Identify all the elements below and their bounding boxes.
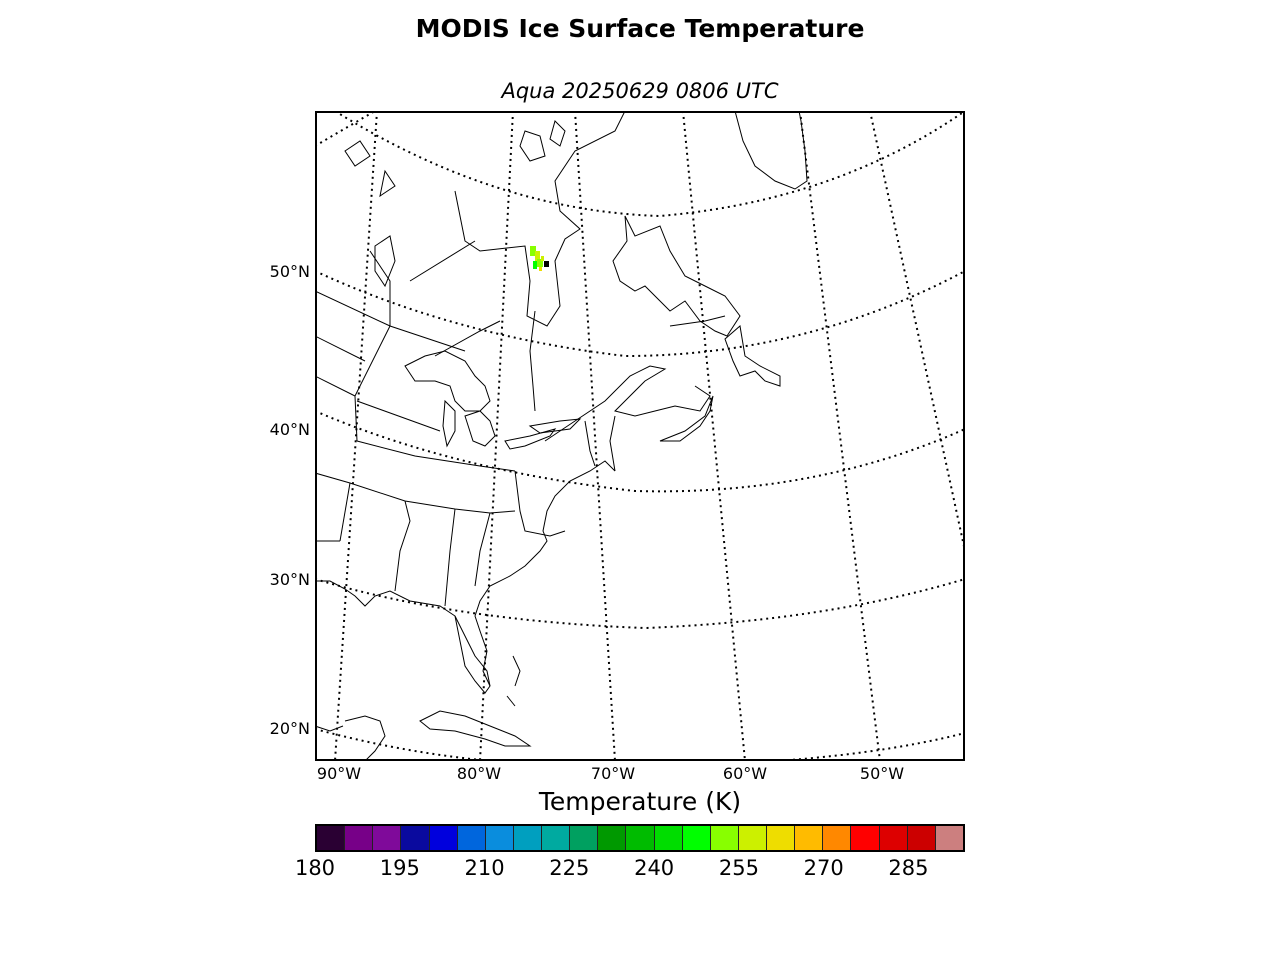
colorbar-tick-label: 285 xyxy=(888,856,929,880)
colorbar-segment xyxy=(598,826,627,850)
colorbar-segment xyxy=(907,826,936,850)
colorbar-segment xyxy=(654,826,683,850)
parallel-60n xyxy=(336,113,963,218)
figure-title: MODIS Ice Surface Temperature xyxy=(415,14,865,43)
figure-subtitle: Aqua 20250629 0806 UTC xyxy=(501,79,779,103)
meridian-90w xyxy=(334,113,378,759)
lon-label-80w: 80°W xyxy=(456,764,502,783)
colorbar-tick-label: 255 xyxy=(718,856,759,880)
colorbar-segment xyxy=(795,826,824,850)
parallel-20n-east xyxy=(789,732,963,759)
colorbar-segment xyxy=(513,826,542,850)
lon-label-90w: 90°W xyxy=(316,764,362,783)
colorbar-segment xyxy=(485,826,514,850)
colorbar-segment xyxy=(767,826,796,850)
colorbar-segment xyxy=(457,826,486,850)
colorbar-tick-label: 240 xyxy=(634,856,675,880)
colorbar-segment xyxy=(401,826,430,850)
colorbar-label: Temperature (K) xyxy=(538,787,742,816)
lon-label-50w: 50°W xyxy=(859,764,905,783)
ice-temperature-pixels xyxy=(530,246,549,271)
map-panel xyxy=(315,111,965,761)
colorbar xyxy=(315,824,965,852)
meridian-100w xyxy=(317,113,374,146)
colorbar-tick-label: 210 xyxy=(464,856,505,880)
meridian-80w xyxy=(479,113,514,759)
meridian-60w xyxy=(682,113,746,759)
colorbar-segment xyxy=(317,826,346,850)
borders xyxy=(317,240,726,607)
colorbar-tick-label: 195 xyxy=(379,856,420,880)
colorbar-segment xyxy=(373,826,402,850)
colorbar-segment xyxy=(935,826,963,850)
parallel-30n xyxy=(317,578,963,630)
colorbar-tick-label: 180 xyxy=(294,856,336,880)
meridian-70w xyxy=(574,113,616,759)
parallel-50n xyxy=(317,270,963,358)
colorbar-segment xyxy=(851,826,880,850)
lat-label-40n: 40°N xyxy=(269,420,310,439)
colorbar-tick-label: 270 xyxy=(803,856,844,880)
colorbar-segment xyxy=(626,826,655,850)
colorbar-segment xyxy=(682,826,711,850)
colorbar-segment xyxy=(429,826,458,850)
colorbar-segment xyxy=(879,826,908,850)
colorbar-segment xyxy=(570,826,599,850)
graticule xyxy=(317,113,963,759)
colorbar-segment xyxy=(345,826,374,850)
colorbar-tick-label: 225 xyxy=(549,856,590,880)
lat-label-50n: 50°N xyxy=(269,262,310,281)
parallel-20n xyxy=(317,728,481,759)
colorbar-segment xyxy=(542,826,571,850)
colorbar-segment xyxy=(710,826,739,850)
lon-label-60w: 60°W xyxy=(722,764,768,783)
lon-label-70w: 70°W xyxy=(590,764,636,783)
lat-label-20n: 20°N xyxy=(269,719,310,738)
colorbar-segment xyxy=(823,826,852,850)
coastlines xyxy=(317,113,808,759)
meridian-50w xyxy=(799,113,881,759)
parallel-40n xyxy=(317,410,963,493)
map-svg xyxy=(317,113,963,759)
meridian-40w xyxy=(869,113,963,547)
lat-label-30n: 30°N xyxy=(269,570,310,589)
colorbar-segment xyxy=(738,826,767,850)
